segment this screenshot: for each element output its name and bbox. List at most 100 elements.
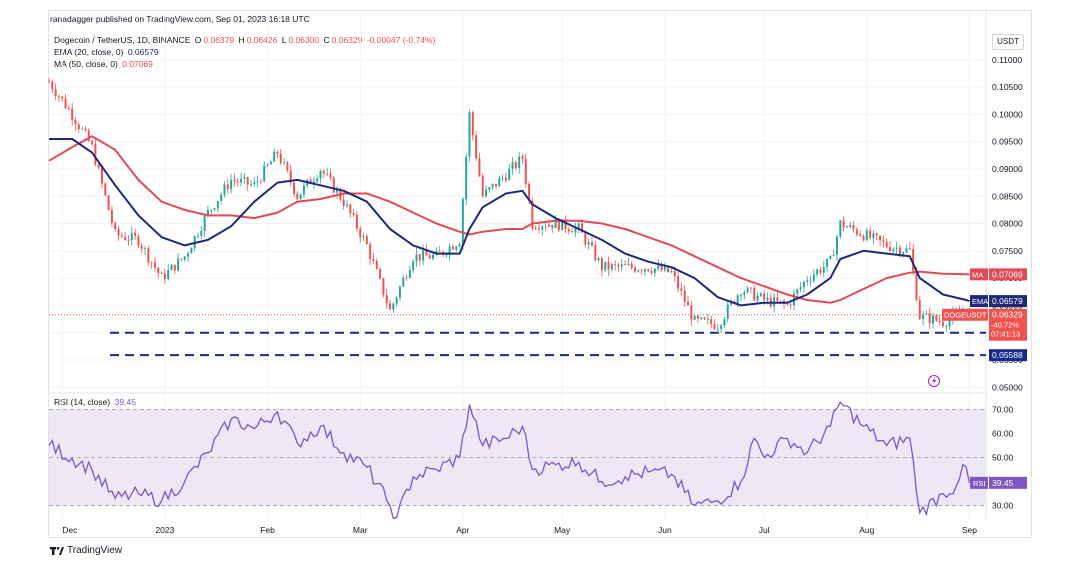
last-name-tag — [942, 308, 988, 321]
candle-body — [259, 181, 262, 183]
support-price-tag — [989, 349, 1027, 362]
price-tick-label: 0.05000 — [992, 382, 1023, 392]
candle-body — [600, 258, 603, 271]
candle-body — [571, 231, 574, 233]
candle-body — [329, 173, 332, 178]
candle-body — [604, 261, 607, 271]
tradingview-brand[interactable]: TradingView — [50, 545, 122, 556]
ema-value-label: 0.06579 — [992, 296, 1023, 306]
candle-body — [345, 204, 348, 206]
ma-legend[interactable]: MA (50, close, 0) 0.07069 — [54, 59, 155, 69]
candle-body — [567, 229, 570, 232]
candle-body — [395, 297, 398, 304]
candle-body — [422, 250, 425, 261]
candle-body — [491, 183, 494, 188]
candle-body — [753, 288, 756, 301]
symbol-legend[interactable]: Dogecoin / TetherUS, 1D, BINANCE O 0.0637… — [54, 35, 437, 45]
support-price-label: 0.05588 — [992, 350, 1023, 360]
candle-body — [710, 319, 713, 325]
rsi-value-tag — [989, 476, 1027, 489]
publisher-caption: ranadagger published on TradingView.com,… — [50, 14, 310, 24]
candle-body — [875, 233, 878, 236]
candle-body — [223, 184, 226, 195]
candle-body — [620, 264, 623, 267]
candle-body — [87, 130, 90, 142]
candle-body — [524, 159, 527, 184]
candle-body — [630, 263, 633, 268]
candle-body — [465, 156, 468, 200]
last-value-label: 0.06329 — [992, 310, 1023, 320]
candle-body — [375, 261, 378, 270]
candle-body — [756, 295, 759, 301]
candle-body — [594, 245, 597, 261]
candle-body — [687, 301, 690, 306]
candle-body — [657, 265, 660, 269]
candle-body — [130, 232, 133, 241]
candle-body — [786, 303, 789, 305]
rsi-name-tag — [970, 476, 988, 489]
candle-body — [925, 313, 928, 315]
candle-body — [826, 258, 829, 267]
candle-body — [349, 204, 352, 214]
candle-body — [342, 199, 345, 206]
candle-body — [243, 177, 246, 179]
candle-body — [488, 187, 491, 190]
ema-legend-value: 0.06579 — [127, 47, 159, 57]
candle-body — [723, 318, 726, 326]
candle-body — [531, 200, 534, 229]
candle-body — [935, 315, 938, 321]
candle-body — [163, 273, 166, 280]
candle-body — [690, 305, 693, 320]
candle-body — [839, 220, 842, 237]
candle-body — [869, 230, 872, 238]
candle-body — [458, 244, 461, 247]
candle-body — [809, 280, 812, 282]
candle-body — [293, 182, 296, 194]
last-name-label: DOGEUSDT — [944, 311, 987, 320]
candle-body — [54, 89, 57, 97]
candle-body — [273, 151, 276, 162]
candle-body — [385, 295, 388, 304]
candle-body — [845, 226, 848, 228]
candle-body — [67, 108, 70, 110]
candle-body — [481, 176, 484, 197]
price-tick-label: 0.10500 — [992, 82, 1023, 92]
candle-body — [587, 242, 590, 245]
candle-body — [518, 156, 521, 168]
ema-name-tag — [970, 295, 988, 308]
candle-body — [581, 223, 584, 233]
candle-body — [451, 246, 454, 250]
candle-body — [749, 287, 752, 289]
candle-body — [183, 256, 186, 260]
currency-selector[interactable]: USDT — [992, 34, 1024, 50]
candle-body — [210, 209, 213, 211]
candle-body — [591, 242, 593, 246]
candle-body — [448, 246, 451, 255]
candle-body — [716, 328, 719, 330]
ohlc-change: -0.00047 (-0.74%) — [366, 35, 436, 45]
candle-body — [322, 170, 325, 174]
candle-body — [789, 304, 792, 306]
ohlc-open-label: O — [194, 35, 202, 45]
candle-body — [84, 128, 87, 131]
candle-body — [233, 179, 236, 182]
rsi-legend[interactable]: RSI (14, close) 39.45 — [54, 397, 138, 407]
candle-body — [938, 320, 941, 322]
candle-body — [726, 304, 729, 319]
candle-body — [269, 161, 272, 165]
candle-body — [266, 164, 269, 166]
candle-body — [114, 223, 117, 229]
ema-legend[interactable]: EMA (20, close, 0) 0.06579 — [54, 47, 161, 57]
candle-body — [776, 297, 779, 301]
candle-body — [249, 183, 252, 185]
candle-body — [289, 170, 292, 183]
price-tick-label: 0.07500 — [992, 246, 1023, 256]
candle-body — [534, 228, 537, 230]
candle-body — [299, 194, 302, 200]
time-tick-label: Aug — [859, 525, 874, 535]
ma-legend-label: MA (50, close, 0) — [54, 59, 118, 69]
candle-body — [150, 262, 153, 264]
candle-body — [680, 288, 683, 291]
candle-body — [561, 219, 564, 231]
